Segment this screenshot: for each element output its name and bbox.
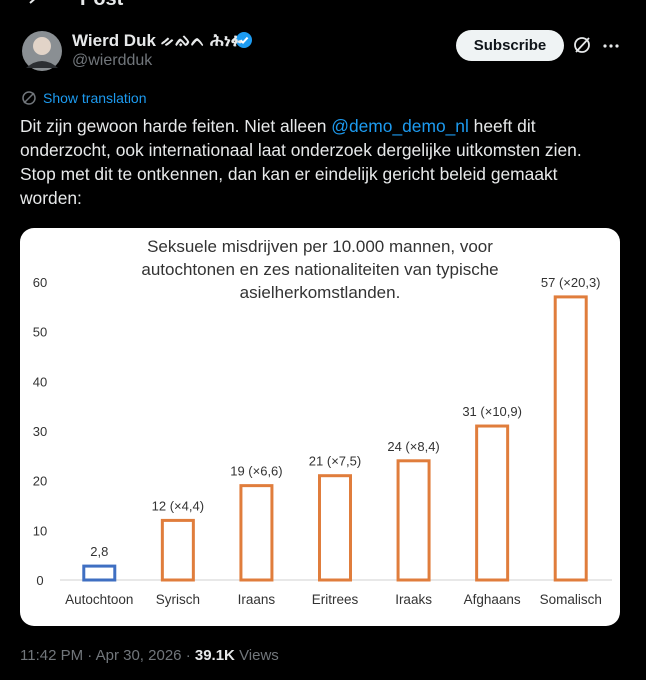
header-icons — [22, 0, 619, 105]
separator: · — [185, 647, 191, 664]
y-tick-label: 60 — [33, 275, 47, 290]
bar — [318, 474, 352, 582]
y-tick-label: 20 — [33, 474, 47, 489]
subscribe-button[interactable]: Subscribe — [456, 30, 564, 61]
avatar-face — [33, 37, 51, 55]
mention[interactable]: @demo_demo_nl — [331, 116, 469, 136]
value-label: 57 (×20,3) — [541, 275, 601, 290]
x-tick-label: Syrisch — [156, 592, 200, 607]
more-icon[interactable] — [603, 44, 619, 48]
y-tick-label: 30 — [33, 424, 47, 439]
bar — [82, 564, 117, 582]
x-tick-label: Iraaks — [395, 592, 432, 607]
y-tick-label: 50 — [33, 325, 47, 340]
views-label: Views — [239, 647, 279, 664]
value-label: 2,8 — [90, 544, 108, 559]
x-tick-label: Autochtoon — [65, 592, 133, 607]
translate-icon — [22, 91, 36, 105]
author-handle[interactable]: @wierdduk — [72, 52, 153, 69]
y-tick-label: 10 — [33, 523, 47, 538]
x-tick-label: Iraans — [238, 592, 276, 607]
chart-title: asielherkomstlanden. — [240, 283, 401, 302]
views-count: 39.1K — [194, 647, 235, 664]
header-title: Post — [80, 0, 123, 11]
post-footer: 11:42 PM · Apr 30, 2026 · 39.1K Views — [20, 647, 279, 664]
bar — [160, 518, 195, 582]
bar — [239, 484, 274, 582]
text: heeft dit onderzocht, ook internationaal… — [20, 116, 582, 208]
grok-icon[interactable] — [574, 37, 590, 53]
text: Dit zijn gewoon harde feiten. Niet allee… — [20, 116, 332, 136]
x-tick-label: Eritrees — [312, 592, 359, 607]
chart-title: autochtonen en zes nationaliteiten van t… — [141, 260, 498, 279]
value-label: 19 (×6,6) — [230, 464, 282, 479]
author-name[interactable]: Wierd Duk ᨀᨁᨈ ሕነፉ — [72, 31, 242, 50]
date[interactable]: Apr 30, 2026 — [95, 647, 182, 664]
avatar-body — [26, 61, 58, 68]
bar — [553, 295, 588, 582]
y-tick-label: 0 — [36, 573, 43, 588]
x-tick-label: Somalisch — [540, 592, 602, 607]
value-label: 21 (×7,5) — [309, 454, 361, 469]
y-tick-label: 40 — [33, 374, 47, 389]
chart-title: Seksuele misdrijven per 10.000 mannen, v… — [147, 237, 493, 256]
post-text: Dit zijn gewoon harde feiten. Niet allee… — [20, 114, 620, 210]
value-label: 12 (×4,4) — [152, 498, 204, 513]
bar — [475, 424, 510, 582]
show-translation[interactable]: Show translation — [43, 90, 147, 106]
back-arrow[interactable] — [29, 0, 38, 4]
time[interactable]: 11:42 PM — [20, 647, 84, 664]
chart: Seksuele misdrijven per 10.000 mannen, v… — [20, 228, 620, 626]
separator: · — [87, 647, 93, 664]
bar — [396, 459, 431, 582]
x-tick-label: Afghaans — [464, 592, 521, 607]
value-label: 24 (×8,4) — [387, 439, 439, 454]
value-label: 31 (×10,9) — [462, 404, 522, 419]
verified-badge — [236, 32, 252, 48]
